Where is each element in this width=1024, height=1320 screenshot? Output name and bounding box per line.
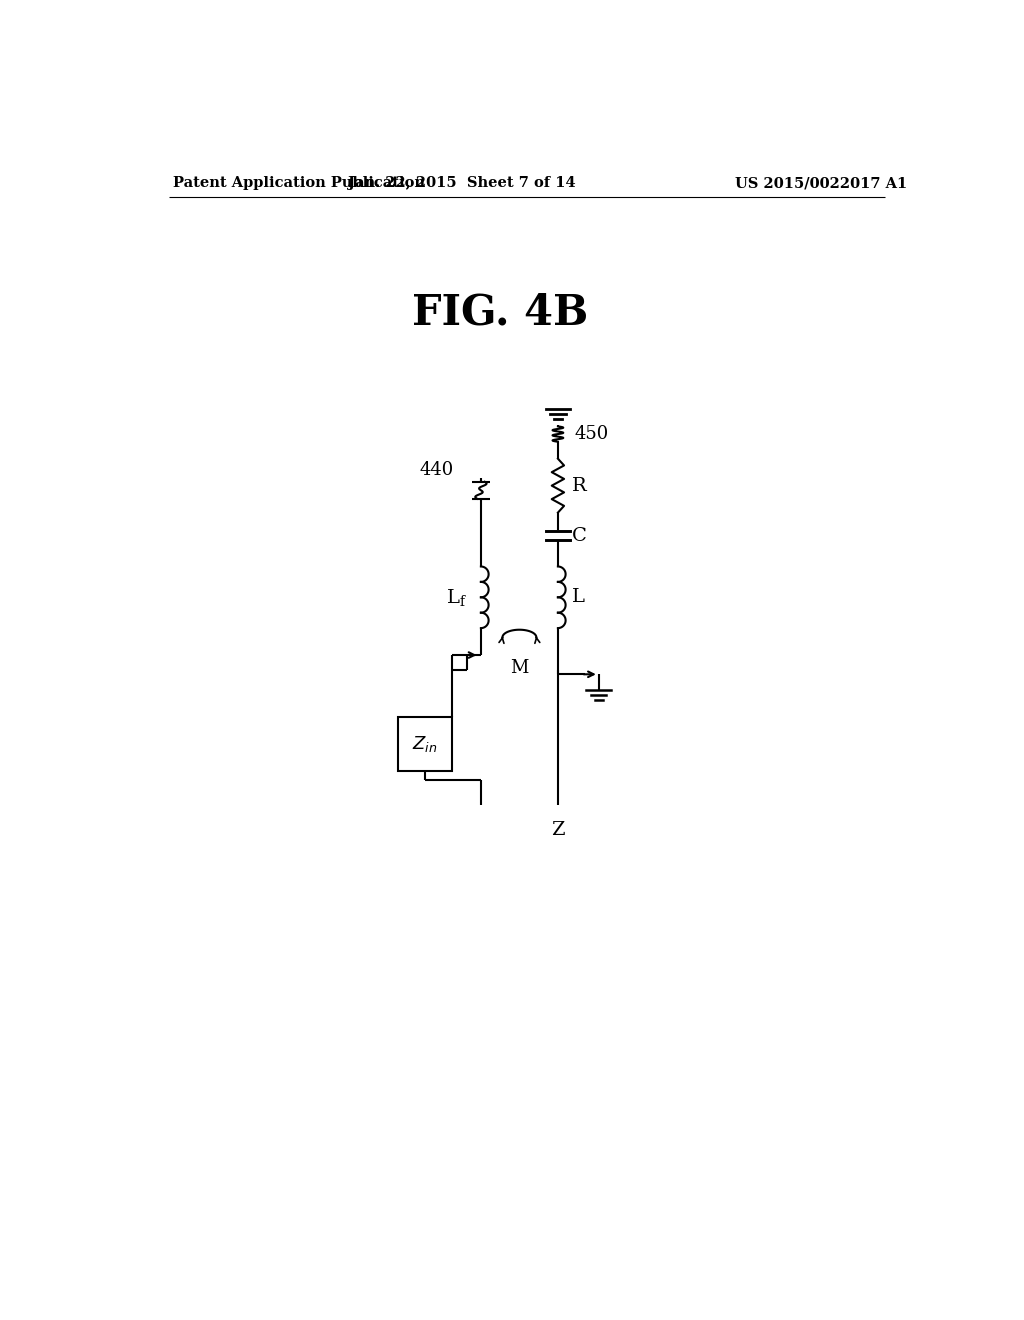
Text: M: M bbox=[510, 659, 528, 677]
Text: R: R bbox=[571, 477, 587, 495]
Text: $\mathregular{L_f}$: $\mathregular{L_f}$ bbox=[446, 587, 467, 607]
Text: Z: Z bbox=[551, 821, 564, 838]
Text: FIG. 4B: FIG. 4B bbox=[412, 292, 588, 334]
Text: Patent Application Publication: Patent Application Publication bbox=[173, 176, 425, 190]
Text: L: L bbox=[571, 589, 585, 606]
Text: Jan. 22, 2015  Sheet 7 of 14: Jan. 22, 2015 Sheet 7 of 14 bbox=[348, 176, 575, 190]
Text: US 2015/0022017 A1: US 2015/0022017 A1 bbox=[735, 176, 907, 190]
Text: C: C bbox=[571, 527, 587, 545]
Text: 440: 440 bbox=[420, 461, 454, 479]
Text: $Z_{in}$: $Z_{in}$ bbox=[412, 734, 437, 754]
Text: 450: 450 bbox=[574, 425, 609, 444]
Bar bbox=[397, 717, 452, 771]
